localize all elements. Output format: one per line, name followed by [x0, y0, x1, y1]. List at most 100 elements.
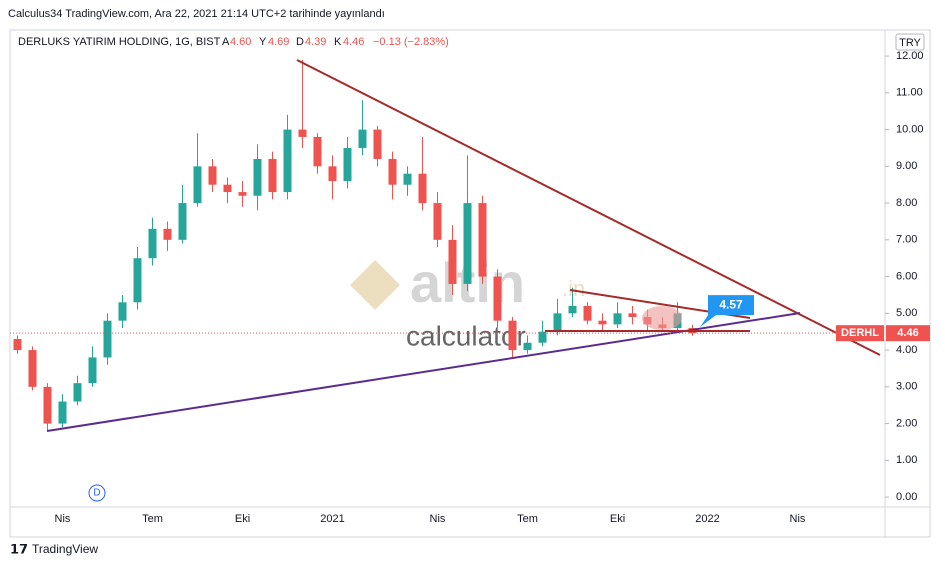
callout: [700, 295, 754, 328]
currency[interactable]: TRY: [899, 37, 921, 49]
candle-body: [103, 320, 112, 358]
x-tick-label: Nis: [55, 513, 71, 525]
candle-body: [478, 203, 487, 277]
candle-body: [328, 166, 337, 182]
candle-body: [298, 129, 307, 137]
candle-body: [73, 383, 82, 402]
y-tick-label: 2.00: [896, 417, 917, 429]
ticker-tag: [836, 325, 884, 342]
candle-body: [523, 342, 532, 351]
watermark-logo: [350, 260, 400, 310]
candle-body: [613, 313, 622, 325]
candle-body: [28, 350, 37, 387]
legend-change: −0.13 (−2.83%): [373, 36, 449, 48]
dividend-label[interactable]: D: [93, 488, 100, 499]
candle-body: [598, 320, 607, 325]
y-tick-label: 4.00: [896, 344, 917, 356]
frame: [9, 29, 931, 538]
candle-body: [13, 339, 22, 351]
y-tick-label: 1.00: [896, 454, 917, 466]
legend-close-key: K: [334, 36, 342, 48]
candle-body: [133, 258, 142, 303]
candle-body: [538, 331, 547, 343]
candle-body: [43, 386, 52, 424]
y-tick-label: 0.00: [896, 491, 917, 503]
watermark-suffix: .in: [562, 276, 585, 301]
y-tick-label: 11.00: [896, 87, 923, 99]
candle-body: [568, 305, 577, 314]
candle-body: [343, 147, 352, 182]
footer-brand: 𝟭𝟳 TradingView: [10, 541, 98, 556]
trend-line: [46, 312, 801, 432]
y-tick-label: 12.00: [896, 50, 924, 62]
candle-body: [433, 203, 442, 240]
x-tick-label: Tem: [517, 513, 538, 525]
candle-body: [238, 192, 247, 196]
trend-line: [296, 59, 881, 356]
x-tick-label: Tem: [142, 513, 163, 525]
candle-body: [553, 313, 562, 332]
callout-label: 4.57: [719, 297, 743, 311]
candle-body: [508, 320, 517, 351]
drawings: [46, 59, 881, 432]
x-tick-label: 2022: [695, 513, 719, 525]
currency-box[interactable]: [895, 33, 925, 51]
candle-body: [283, 129, 292, 193]
candle-body: [193, 166, 202, 204]
brand: TradingView: [32, 542, 98, 556]
x-tick-label: Eki: [235, 513, 250, 525]
y-tick-label: 3.00: [896, 381, 917, 393]
candle-body: [418, 173, 427, 204]
legend-open: 4.60: [230, 36, 251, 48]
x-tick-label: 2021: [320, 513, 344, 525]
y-tick-label: 10.00: [896, 123, 924, 135]
candle-body: [358, 129, 367, 148]
legend-low: 4.39: [305, 36, 326, 48]
x-tick-label: Nis: [430, 513, 446, 525]
legend-high-key: Y: [259, 36, 267, 48]
candle-body: [148, 228, 157, 259]
legend: DERLUKS YATIRIM HOLDING, 1G, BIST A 4.60…: [18, 36, 449, 48]
candle-body: [628, 313, 637, 318]
y-tick-label: 7.00: [896, 234, 917, 246]
legend-low-key: D: [296, 36, 304, 48]
candle-body: [313, 136, 322, 167]
y-tick-label: 6.00: [896, 270, 917, 282]
last-price-tag: [886, 325, 930, 342]
highlight: [642, 306, 682, 330]
x-tick-label: Eki: [610, 513, 625, 525]
candle-body: [118, 302, 127, 321]
candle-body: [493, 276, 502, 321]
candle-body: [448, 239, 457, 284]
ticker-label: DERHL: [841, 327, 879, 339]
legend-open-key: A: [222, 36, 230, 48]
y-tick-label: 5.00: [896, 307, 917, 319]
candle-body: [463, 203, 472, 284]
candle-body: [178, 203, 187, 240]
legend-symbol: DERLUKS YATIRIM HOLDING, 1G, BIST: [18, 36, 221, 48]
legend-close: 4.46: [343, 36, 364, 48]
y-tick-label: 9.00: [896, 160, 917, 172]
legend-high: 4.69: [268, 36, 289, 48]
candle-body: [373, 129, 382, 159]
publisher: Calculus34 TradingView.com, Ara 22, 2021…: [8, 8, 385, 20]
last-price-label: 4.46: [897, 327, 918, 339]
candle-body: [268, 158, 277, 193]
candle-body: [583, 305, 592, 321]
candle-body: [163, 228, 172, 240]
brand-logo: 𝟭𝟳: [10, 541, 28, 556]
candle-body: [223, 184, 232, 193]
candle-body: [388, 158, 397, 185]
candle-body: [58, 401, 67, 424]
watermark-sub: calculator: [406, 320, 526, 351]
y-tick-label: 8.00: [896, 197, 917, 209]
candle-body: [88, 357, 97, 384]
dividend-badge[interactable]: [88, 484, 106, 502]
candle-body: [253, 158, 262, 196]
candle-body: [403, 173, 412, 185]
x-tick-label: Nis: [790, 513, 806, 525]
candle-body: [208, 166, 217, 185]
